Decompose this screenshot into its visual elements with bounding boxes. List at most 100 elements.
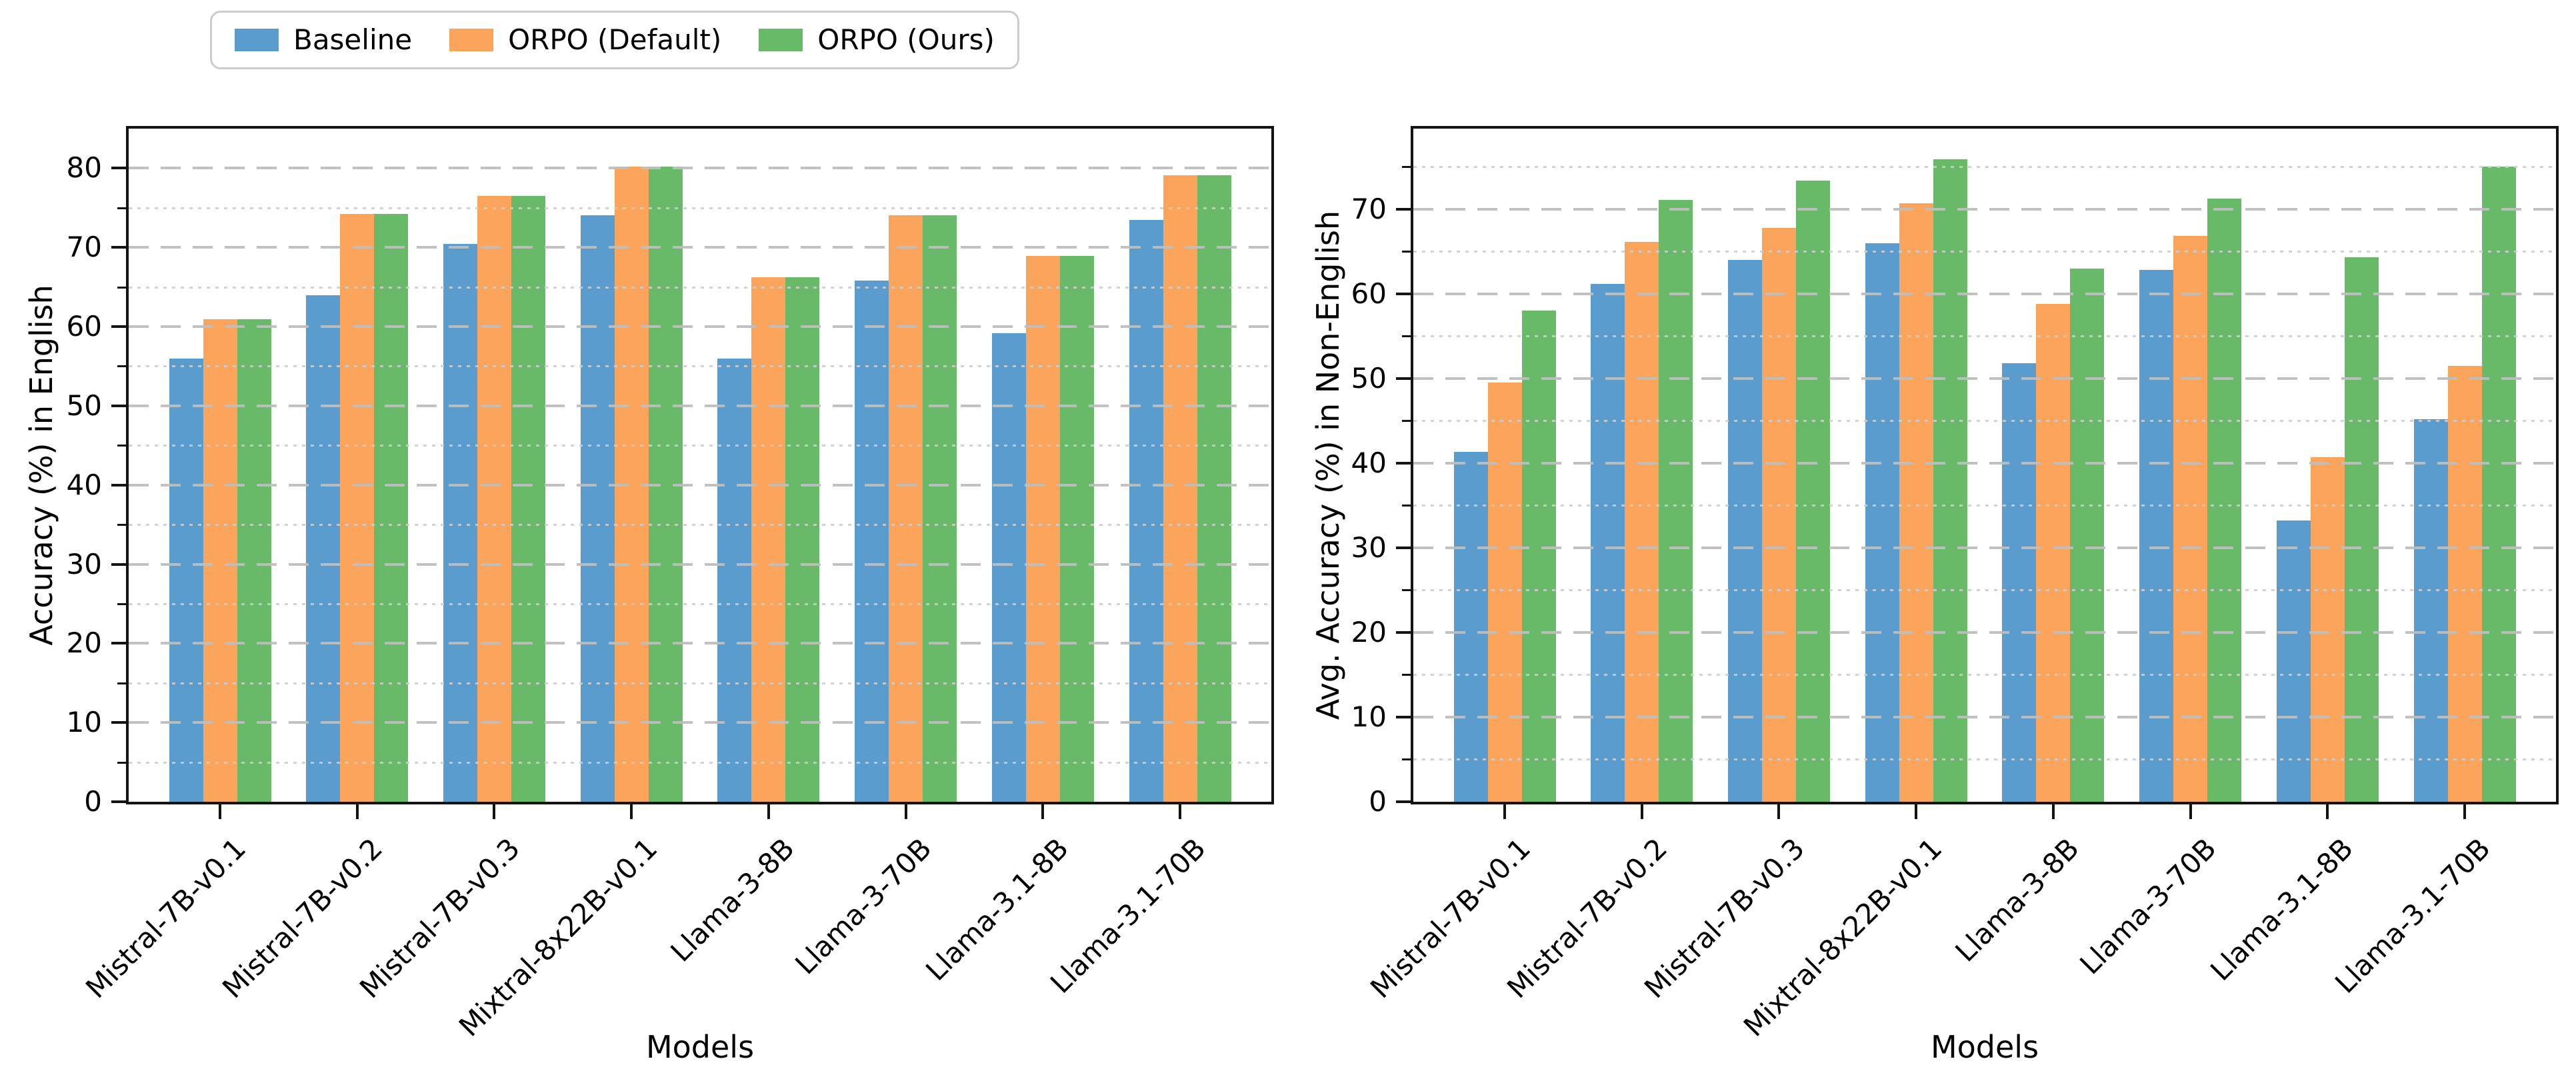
bar-baseline-llama-3-70b [2139,270,2174,802]
x-tick [1179,804,1181,819]
y-tick-minor [1402,674,1411,676]
gridline-minor [1413,589,2556,592]
y-tick-label: 60 [66,310,102,343]
y-tick-label: 60 [1351,277,1387,310]
legend-label: ORPO (Default) [508,23,722,56]
legend-label: Baseline [293,23,413,56]
x-tick-label-llama-3-70b: Llama-3-70B [2073,832,2223,981]
x-tick-label-llama-3-70b: Llama-3-70B [789,832,938,981]
bar-orpo-ours-llama-3-8b [2070,268,2105,802]
y-tick-minor [117,365,126,368]
gridline-major [129,246,1271,249]
x-tick-label-llama-3-8b: Llama-3-8B [664,832,801,968]
y-tick-label: 10 [1351,700,1387,733]
gridline-minor [129,524,1271,527]
legend-swatch-baseline [235,29,279,51]
legend-label: ORPO (Ours) [817,23,995,56]
y-tick-label: 30 [1351,531,1387,564]
bar-orpo-ours-mixtral-8x22b-v0-1 [1933,159,1967,802]
y-tick-major [1396,800,1411,803]
bar-baseline-mistral-7b-v0-3 [443,244,477,802]
gridline-major [129,642,1271,645]
bar-orpo-default-mixtral-8x22b-v0-1 [1899,203,1933,802]
gridline-minor [1413,674,2556,676]
y-tick-label: 70 [1351,192,1387,225]
gridline-major [129,562,1271,566]
y-tick-major [1396,630,1411,634]
gridline-minor [1413,335,2556,338]
bar-orpo-default-llama-3-1-70b [2447,365,2482,802]
y-tick-major [1396,461,1411,465]
gridline-minor [1413,251,2556,253]
y-tick-label: 10 [66,706,102,739]
x-tick [904,804,907,819]
bar-orpo-ours-mistral-7b-v0-1 [237,319,271,802]
x-tick [493,804,496,819]
x-tick [355,804,359,819]
bar-orpo-ours-llama-3-1-8b [1059,256,1094,802]
y-tick-major [1396,207,1411,211]
bar-orpo-default-mistral-7b-v0-2 [1625,242,1659,802]
bar-baseline-llama-3-1-70b [1129,219,1163,802]
y-tick-label: 50 [1351,361,1387,395]
y-tick-label: 20 [1351,615,1387,648]
y-tick-major [1396,715,1411,718]
x-tick [1777,804,1781,819]
y-tick-minor [117,286,126,289]
bar-orpo-default-mixtral-8x22b-v0-1 [614,167,649,802]
y-tick-minor [1402,166,1411,169]
legend-swatch-orpo-default [449,29,494,51]
y-tick-label: 40 [1351,446,1387,479]
x-tick [2463,804,2466,819]
legend-item-baseline: Baseline [235,26,412,54]
y-tick-minor [1402,420,1411,423]
bar-orpo-default-llama-3-8b [751,277,786,802]
bar-orpo-default-llama-3-8b [2036,303,2071,802]
gridline-major [129,325,1271,329]
bar-orpo-ours-mistral-7b-v0-2 [1659,199,1693,802]
bar-orpo-default-mistral-7b-v0-1 [203,319,237,802]
x-tick [1041,804,1045,819]
gridline-major [1413,377,2556,380]
y-tick-label: 30 [66,547,102,580]
y-tick-minor [117,602,126,605]
x-axis-label-models-left: Models [645,1029,755,1065]
bar-orpo-default-llama-3-1-8b [1025,256,1060,802]
bar-baseline-llama-3-70b [855,281,889,802]
y-tick-major [111,404,126,407]
bar-orpo-ours-mistral-7b-v0-1 [1521,311,1556,802]
x-tick-label-llama-3-8b: Llama-3-8B [1949,832,2085,968]
bar-orpo-ours-mistral-7b-v0-3 [511,196,545,802]
bar-orpo-default-mistral-7b-v0-3 [477,196,511,802]
x-tick [767,804,770,819]
y-tick-minor [1402,505,1411,507]
x-tick [630,804,633,819]
x-tick [2326,804,2329,819]
bar-baseline-mistral-7b-v0-3 [1727,259,1762,802]
x-tick-label-llama-3-1-8b: Llama-3.1-8B [2204,832,2360,987]
y-tick-major [111,246,126,249]
bar-baseline-llama-3-1-8b [991,333,1026,802]
y-tick-major [111,721,126,724]
bar-orpo-ours-llama-3-70b [923,215,957,802]
bar-orpo-ours-llama-3-70b [2207,199,2242,802]
bar-baseline-llama-3-8b [717,358,752,802]
y-tick-label: 70 [66,231,102,264]
y-tick-major [111,325,126,329]
bar-orpo-default-llama-3-1-8b [2310,457,2345,802]
x-tick [219,804,221,819]
gridline-minor [129,207,1271,209]
bar-orpo-default-mistral-7b-v0-3 [1761,227,1796,802]
x-tick [1640,804,1643,819]
y-tick-minor [117,207,126,209]
gridline-minor [129,682,1271,684]
y-tick-minor [117,445,126,447]
y-tick-label: 0 [1369,785,1387,818]
bar-orpo-default-llama-3-70b [889,215,923,802]
legend-item-orpo-default: ORPO (Default) [449,26,721,54]
bar-orpo-default-llama-3-1-70b [1163,175,1197,802]
gridline-major [1413,546,2556,549]
bar-baseline-mistral-7b-v0-1 [1453,452,1488,802]
bar-baseline-mixtral-8x22b-v0-1 [580,215,615,802]
legend-item-orpo-ours: ORPO (Ours) [759,26,995,54]
